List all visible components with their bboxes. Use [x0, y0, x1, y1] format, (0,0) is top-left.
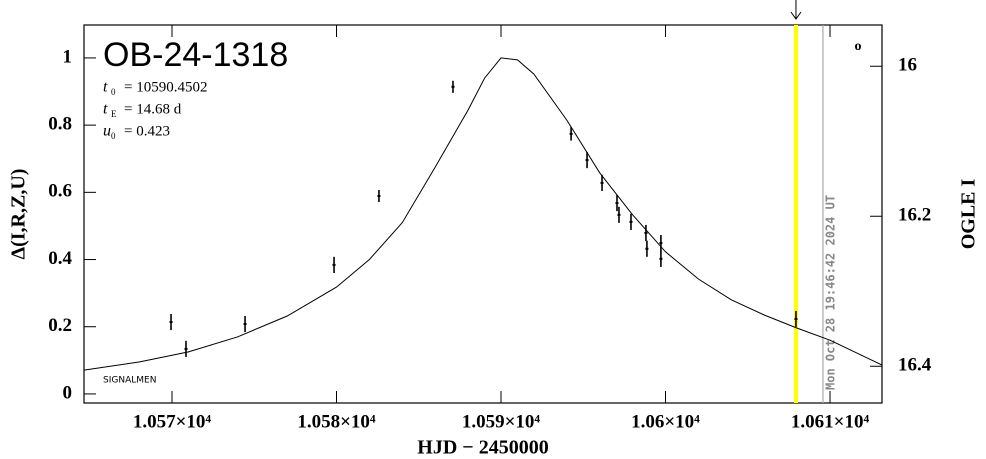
- param-sub: E: [111, 109, 117, 119]
- point: [615, 202, 619, 205]
- param-symbol: u: [103, 123, 111, 140]
- point: [659, 257, 663, 260]
- point: [377, 195, 381, 198]
- x-axis-label: HJD − 2450000: [417, 437, 548, 459]
- param-text: = 10590.4502: [124, 79, 207, 95]
- y-tick-label: 0: [63, 382, 73, 403]
- point: [569, 132, 573, 135]
- point: [243, 323, 247, 326]
- y2-tick-label: 16.4: [898, 355, 932, 376]
- param-symbol: t: [103, 101, 108, 118]
- y-tick-label: 0.6: [48, 181, 72, 202]
- point: [645, 247, 649, 250]
- param-text: = 0.423: [124, 123, 170, 139]
- model-curve: [84, 57, 882, 371]
- y-tick-label: 0.8: [48, 113, 72, 134]
- point: [659, 242, 663, 245]
- y-tick-label: 0.4: [48, 248, 72, 269]
- point: [184, 347, 188, 350]
- y2-tick-label: 16: [898, 55, 917, 76]
- signature: SIGNALMEN: [103, 376, 156, 386]
- point: [169, 321, 173, 324]
- point: [794, 318, 798, 320]
- param-sub: 0: [111, 131, 116, 141]
- arrow-head: [790, 11, 802, 20]
- timestamp: Mon Oct 28 19:46:42 2024 UT: [823, 195, 837, 390]
- y-tick-label: 1: [63, 46, 73, 67]
- param-text: = 14.68 d: [124, 101, 182, 117]
- x-tick-label: 1.061×10⁴: [791, 411, 870, 432]
- corner-mark: o: [855, 39, 862, 54]
- x-tick-label: 1.059×10⁴: [462, 411, 541, 432]
- y-tick-label: 0.2: [48, 315, 72, 336]
- point: [644, 231, 648, 234]
- chart-title: OB-24-1318: [103, 36, 288, 74]
- y2-axis-label: OGLE I: [958, 178, 980, 249]
- x-tick-label: 1.06×10⁴: [631, 411, 700, 432]
- param-sub: 0: [111, 87, 116, 97]
- point: [451, 85, 455, 88]
- x-tick-label: 1.058×10⁴: [297, 411, 376, 432]
- point: [585, 159, 589, 162]
- plot-frame: [83, 24, 883, 404]
- y2-tick-label: 16.2: [898, 205, 931, 226]
- point: [629, 220, 633, 223]
- point: [332, 263, 336, 266]
- x-tick-label: 1.057×10⁴: [133, 411, 212, 432]
- param-symbol: t: [103, 79, 108, 96]
- point: [617, 213, 621, 216]
- y-axis-label: Δ(I,R,Z,U): [8, 169, 30, 260]
- point: [600, 181, 604, 184]
